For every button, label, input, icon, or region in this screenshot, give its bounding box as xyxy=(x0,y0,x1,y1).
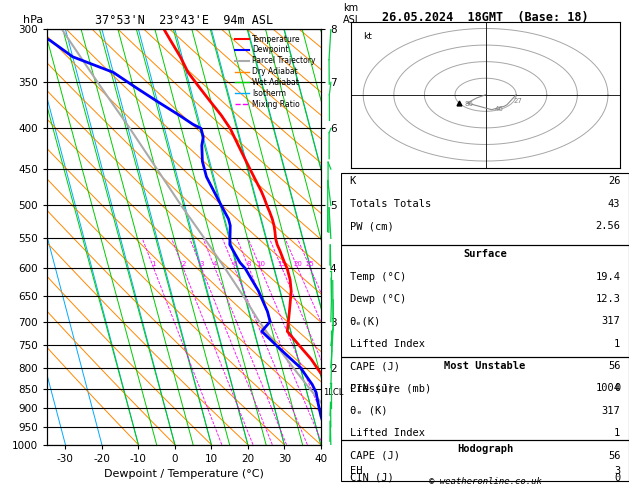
Text: 0: 0 xyxy=(614,473,620,483)
Text: Lifted Index: Lifted Index xyxy=(350,339,425,349)
Text: CAPE (J): CAPE (J) xyxy=(350,361,399,371)
Bar xyxy=(341,173,629,245)
Text: Pressure (mb): Pressure (mb) xyxy=(350,383,431,394)
Text: Hodograph: Hodograph xyxy=(457,444,513,454)
Text: Surface: Surface xyxy=(463,249,507,260)
Text: 15: 15 xyxy=(277,261,287,267)
Text: 20: 20 xyxy=(293,261,303,267)
Legend: Temperature, Dewpoint, Parcel Trajectory, Dry Adiabat, Wet Adiabat, Isotherm, Mi: Temperature, Dewpoint, Parcel Trajectory… xyxy=(233,33,317,110)
Text: 3: 3 xyxy=(199,261,204,267)
Text: EH: EH xyxy=(350,466,362,476)
Text: 317: 317 xyxy=(601,316,620,327)
Text: Dewp (°C): Dewp (°C) xyxy=(350,294,406,304)
Bar xyxy=(341,245,629,357)
Text: K: K xyxy=(350,176,356,187)
Bar xyxy=(341,440,629,481)
Text: θₑ (K): θₑ (K) xyxy=(350,406,387,416)
Text: θₑ(K): θₑ(K) xyxy=(350,316,381,327)
Text: 2: 2 xyxy=(181,261,186,267)
X-axis label: Dewpoint / Temperature (°C): Dewpoint / Temperature (°C) xyxy=(104,469,264,479)
Text: km
ASL: km ASL xyxy=(343,3,361,25)
Text: 46: 46 xyxy=(495,106,504,112)
Text: PW (cm): PW (cm) xyxy=(350,221,393,231)
Text: 3: 3 xyxy=(614,466,620,476)
Text: 4: 4 xyxy=(213,261,217,267)
Text: 27: 27 xyxy=(513,98,522,104)
Text: 8: 8 xyxy=(247,261,252,267)
Text: 10: 10 xyxy=(256,261,265,267)
Text: 86: 86 xyxy=(464,102,473,107)
Text: Lifted Index: Lifted Index xyxy=(350,428,425,438)
Text: 12.3: 12.3 xyxy=(596,294,620,304)
Text: 56: 56 xyxy=(608,451,620,461)
Text: 2.56: 2.56 xyxy=(596,221,620,231)
Text: 1004: 1004 xyxy=(596,383,620,394)
Text: CAPE (J): CAPE (J) xyxy=(350,451,399,461)
Text: 19.4: 19.4 xyxy=(596,272,620,282)
Text: 26.05.2024  18GMT  (Base: 18): 26.05.2024 18GMT (Base: 18) xyxy=(382,11,588,24)
Text: 1: 1 xyxy=(152,261,156,267)
Text: kt: kt xyxy=(363,32,372,41)
Text: 1LCL: 1LCL xyxy=(323,388,344,397)
Text: hPa: hPa xyxy=(23,15,43,25)
Text: 1: 1 xyxy=(614,339,620,349)
Text: 25: 25 xyxy=(306,261,314,267)
Title: 37°53'N  23°43'E  94m ASL: 37°53'N 23°43'E 94m ASL xyxy=(95,14,273,27)
Text: Totals Totals: Totals Totals xyxy=(350,199,431,209)
Text: Temp (°C): Temp (°C) xyxy=(350,272,406,282)
Text: © weatheronline.co.uk: © weatheronline.co.uk xyxy=(428,477,542,486)
Text: 0: 0 xyxy=(614,383,620,394)
Text: 56: 56 xyxy=(608,361,620,371)
Text: CIN (J): CIN (J) xyxy=(350,383,393,394)
Text: 43: 43 xyxy=(608,199,620,209)
Text: CIN (J): CIN (J) xyxy=(350,473,393,483)
Text: 1: 1 xyxy=(614,428,620,438)
Text: 26: 26 xyxy=(608,176,620,187)
Bar xyxy=(341,357,629,440)
Text: 6: 6 xyxy=(232,261,237,267)
Text: Most Unstable: Most Unstable xyxy=(444,361,526,371)
Text: 317: 317 xyxy=(601,406,620,416)
